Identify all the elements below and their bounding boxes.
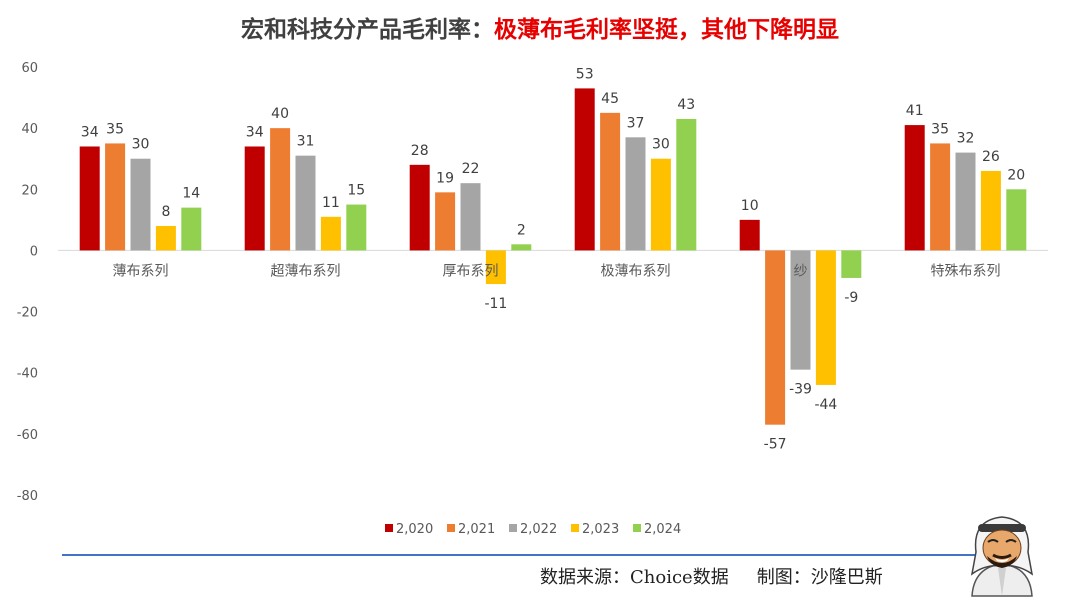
bar: [320, 216, 341, 251]
bar: [676, 118, 697, 251]
data-label: 26: [982, 149, 1000, 165]
bar: [904, 125, 925, 251]
data-label: 34: [246, 124, 264, 140]
data-label: 2: [517, 222, 526, 238]
category-label: 超薄布系列: [271, 263, 341, 279]
data-label: 30: [652, 137, 670, 153]
bar: [650, 158, 671, 251]
y-tick-label: -40: [17, 367, 38, 382]
bar: [930, 143, 951, 251]
bar: [790, 250, 811, 370]
source-note: 数据来源：Choice数据 制图：沙隆巴斯: [540, 563, 883, 589]
bar: [511, 244, 532, 251]
data-label: 15: [347, 183, 365, 199]
data-label: -9: [844, 290, 858, 306]
category-label: 特殊布系列: [931, 263, 1001, 279]
data-label: 31: [297, 134, 315, 150]
legend-swatch: [571, 524, 579, 532]
bar: [739, 219, 760, 251]
bar: [130, 158, 151, 251]
chart-title: 宏和科技分产品毛利率：极薄布毛利率坚挺，其他下降明显: [0, 10, 1080, 44]
legend-label: 2,023: [582, 522, 619, 537]
data-label: 34: [81, 124, 99, 140]
bar: [980, 170, 1001, 251]
title-prefix: 宏和科技分产品毛利率：: [241, 16, 494, 43]
bar: [600, 112, 621, 251]
category-label: 极薄布系列: [601, 263, 671, 279]
bar: [346, 204, 367, 251]
data-label: 11: [322, 195, 340, 211]
data-label: 22: [462, 161, 480, 177]
y-tick-label: 0: [30, 244, 38, 259]
y-tick-label: -20: [17, 306, 38, 321]
bar: [841, 250, 862, 278]
data-label: -11: [484, 296, 507, 312]
bar: [435, 192, 456, 251]
footer-divider: [62, 554, 992, 556]
bar: [409, 164, 430, 251]
data-label: 35: [931, 121, 949, 137]
category-label: 厚布系列: [443, 263, 499, 279]
data-label: 8: [161, 204, 170, 220]
bar: [815, 250, 836, 385]
data-label: 28: [411, 143, 429, 159]
y-tick-label: -60: [17, 428, 38, 443]
data-label: -39: [789, 382, 812, 398]
data-label: 53: [576, 66, 594, 82]
bar: [79, 146, 100, 251]
bar: [765, 250, 786, 425]
category-label: 纱: [794, 263, 808, 279]
legend-swatch: [633, 524, 641, 532]
y-tick-label: 20: [21, 183, 38, 198]
bar: [460, 183, 481, 251]
legend-label: 2,024: [644, 522, 681, 537]
category-label: 薄布系列: [113, 263, 169, 279]
bar: [181, 207, 202, 251]
bar: [155, 225, 176, 251]
data-label: 14: [182, 186, 200, 202]
data-label: 41: [906, 103, 924, 119]
y-tick-label: 60: [21, 61, 38, 76]
legend-label: 2,020: [396, 522, 433, 537]
y-tick-label: -80: [17, 489, 38, 504]
author-text: 制图：沙隆巴斯: [756, 567, 883, 588]
bar: [270, 128, 291, 251]
data-label: 32: [957, 131, 975, 147]
bar: [244, 146, 265, 251]
data-label: 10: [741, 198, 759, 214]
legend-label: 2,021: [458, 522, 495, 537]
bar: [625, 137, 646, 251]
bar: [295, 155, 316, 251]
bar: [105, 143, 126, 251]
data-label: 45: [601, 91, 619, 107]
data-label: 43: [677, 97, 695, 113]
data-label: 40: [271, 106, 289, 122]
data-label: -57: [764, 437, 787, 453]
legend-swatch: [447, 524, 455, 532]
title-highlight: 极薄布毛利率坚挺，其他下降明显: [494, 16, 839, 43]
data-label: 37: [627, 115, 645, 131]
data-label: 35: [106, 121, 124, 137]
bar: [955, 152, 976, 251]
data-label: -44: [814, 397, 837, 413]
legend-swatch: [509, 524, 517, 532]
legend-label: 2,022: [520, 522, 557, 537]
data-label: 20: [1007, 167, 1025, 183]
bar: [574, 88, 595, 251]
bar: [485, 250, 506, 285]
legend-swatch: [385, 524, 393, 532]
data-label: 30: [132, 137, 150, 153]
bar: [1006, 189, 1027, 251]
data-label: 19: [436, 170, 454, 186]
data-source-text: 数据来源：Choice数据: [540, 567, 729, 588]
y-tick-label: 40: [21, 122, 38, 137]
mascot-illustration: [970, 516, 1034, 597]
